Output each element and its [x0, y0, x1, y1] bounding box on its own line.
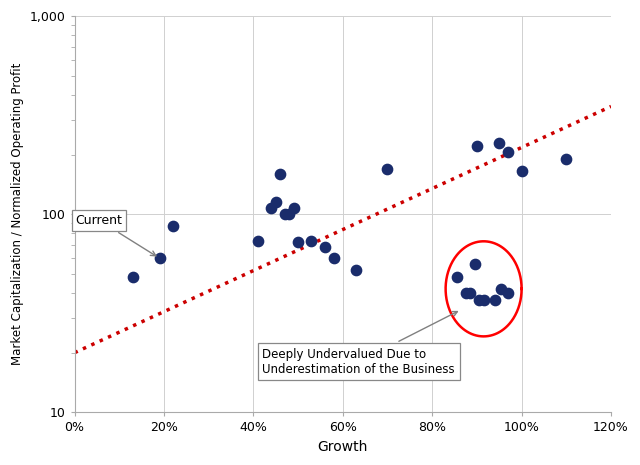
- Point: [289, 204, 299, 211]
- Point: [280, 211, 290, 218]
- Point: [307, 238, 317, 245]
- Point: [472, 143, 482, 150]
- Point: [470, 260, 480, 268]
- Y-axis label: Market Capitalization / Normalized Operating Profit: Market Capitalization / Normalized Opera…: [11, 63, 24, 365]
- Point: [154, 254, 164, 262]
- Point: [266, 204, 276, 211]
- Point: [329, 254, 339, 262]
- Point: [490, 296, 500, 304]
- Point: [275, 170, 285, 178]
- Point: [253, 238, 263, 245]
- Point: [452, 273, 462, 281]
- Point: [479, 296, 489, 304]
- Point: [497, 285, 507, 292]
- Point: [382, 165, 392, 172]
- Point: [271, 199, 281, 206]
- Point: [465, 289, 476, 297]
- Text: Deeply Undervalued Due to
Underestimation of the Business: Deeply Undervalued Due to Underestimatio…: [262, 312, 458, 376]
- Point: [351, 267, 362, 274]
- Point: [461, 289, 471, 297]
- Point: [516, 167, 527, 175]
- Point: [503, 149, 513, 156]
- Point: [561, 155, 572, 163]
- Text: Current: Current: [76, 214, 156, 256]
- Point: [168, 222, 178, 230]
- Point: [494, 139, 504, 146]
- Point: [127, 273, 138, 281]
- X-axis label: Growth: Growth: [317, 440, 368, 454]
- Point: [474, 296, 484, 304]
- Point: [284, 211, 294, 218]
- Point: [293, 239, 303, 246]
- Point: [320, 244, 330, 251]
- Point: [503, 289, 513, 297]
